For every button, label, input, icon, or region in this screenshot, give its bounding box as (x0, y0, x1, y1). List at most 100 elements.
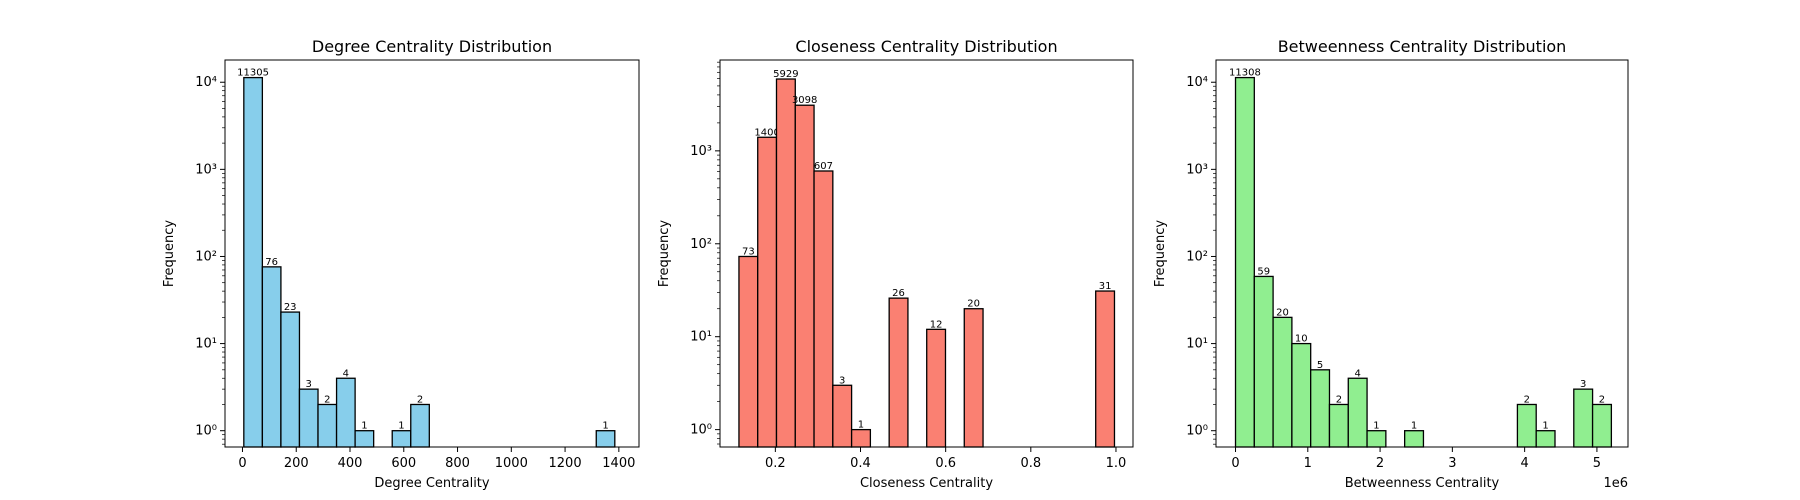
y-tick-label: 10⁴ (195, 75, 217, 90)
bar-value-label: 5929 (773, 69, 798, 80)
bar (832, 384, 853, 448)
bar (1404, 430, 1425, 448)
bar-value-label: 20 (967, 299, 980, 310)
bar-value-label: 1 (858, 420, 864, 431)
bar-value-label: 3 (839, 375, 845, 386)
bar-value-label: 1 (398, 421, 404, 432)
bar-value-label: 73 (742, 246, 755, 257)
bar (595, 430, 616, 448)
y-tick-label: 10³ (690, 144, 712, 159)
y-tick-label: 10² (690, 237, 712, 252)
plot-frame (224, 59, 640, 448)
bar (1347, 377, 1368, 448)
bar-value-label: 2 (1524, 394, 1530, 405)
bar (1366, 430, 1387, 448)
bar-value-label: 607 (814, 161, 833, 172)
bar-value-label: 26 (892, 288, 905, 299)
bar (335, 377, 356, 448)
bar-value-label: 3 (1580, 379, 1586, 390)
bar-value-label: 3098 (792, 95, 817, 106)
chart-title: Closeness Centrality Distribution (795, 37, 1057, 56)
chart-title: Degree Centrality Distribution (312, 37, 552, 56)
y-tick-label: 10¹ (195, 337, 217, 352)
x-tick-label: 0 (238, 456, 246, 471)
x-axis-label: Betweenness Centrality (1345, 476, 1500, 491)
y-tick-label: 10³ (195, 162, 217, 177)
bar-value-label: 20 (1276, 307, 1289, 318)
bar (354, 430, 375, 448)
bar-value-label: 11305 (237, 68, 269, 79)
y-axis-label: Frequency (162, 220, 177, 287)
x-tick-label: 400 (338, 456, 363, 471)
bar (1291, 342, 1312, 448)
bar (850, 428, 872, 448)
y-tick-label: 10⁰ (690, 423, 712, 438)
bar-value-label: 1 (1411, 421, 1417, 432)
x-tick-label: 0.6 (935, 456, 956, 471)
bar-value-label: 31 (1099, 281, 1112, 292)
bar-value-label: 11308 (1229, 68, 1261, 79)
x-tick-label: 0.4 (850, 456, 871, 471)
bar-value-label: 1 (361, 421, 367, 432)
y-tick-label: 10⁰ (195, 424, 217, 439)
bar-value-label: 2 (1336, 394, 1342, 405)
x-tick-label: 0 (1231, 456, 1239, 471)
bar (888, 297, 909, 448)
bar (775, 78, 796, 448)
chart-title: Betweenness Centrality Distribution (1278, 37, 1567, 56)
bar-value-label: 12 (930, 319, 943, 330)
x-tick-label: 2 (1376, 456, 1384, 471)
bar-value-label: 59 (1257, 266, 1270, 277)
bar (794, 104, 815, 448)
bar (391, 430, 412, 448)
plot-frame (719, 59, 1134, 448)
bar (1272, 316, 1293, 448)
y-axis-label: Frequency (657, 220, 672, 287)
bar (738, 255, 759, 448)
bar-value-label: 1 (602, 421, 608, 432)
y-axis-label: Frequency (1153, 220, 1168, 287)
bar (280, 311, 301, 448)
bar-value-label: 10 (1295, 334, 1308, 345)
bar-value-label: 1 (1373, 421, 1379, 432)
bar (926, 328, 947, 448)
plot-frame (1215, 59, 1629, 448)
x-axis-label: Closeness Centrality (860, 476, 993, 491)
x-tick-label: 800 (445, 456, 470, 471)
bar (317, 403, 338, 448)
x-tick-label: 1400 (602, 456, 635, 471)
x-tick-label: 1 (1304, 456, 1312, 471)
bar (1328, 403, 1349, 448)
bar-value-label: 4 (1354, 368, 1360, 379)
bar (963, 308, 984, 448)
bar-value-label: 1 (1542, 421, 1548, 432)
bar-value-label: 1400 (754, 127, 779, 138)
bar (1234, 76, 1255, 448)
bar-value-label: 2 (417, 394, 423, 405)
x-tick-label: 0.8 (1020, 456, 1041, 471)
bar (298, 388, 319, 448)
bar (1253, 275, 1274, 448)
bar-value-label: 76 (265, 257, 278, 268)
x-offset-label: 1e6 (1603, 476, 1628, 491)
x-tick-label: 5 (1593, 456, 1601, 471)
bar (757, 136, 778, 448)
bar (813, 170, 834, 448)
chart-panel-1: 11305 76 23 3 2 4 1 1 2 1 0 200 400 600 800 1000 1200 140… (162, 37, 640, 491)
y-tick-label: 10² (1186, 249, 1208, 264)
x-tick-label: 1000 (495, 456, 528, 471)
bar-value-label: 3 (306, 379, 312, 390)
y-tick-label: 10⁰ (1186, 424, 1208, 439)
bar (1310, 369, 1331, 448)
x-tick-label: 1.0 (1106, 456, 1127, 471)
bar (1516, 403, 1537, 448)
bar-value-label: 5 (1317, 360, 1323, 371)
bar (1535, 430, 1556, 448)
x-tick-label: 1200 (549, 456, 582, 471)
bar-value-label: 4 (343, 368, 349, 379)
bar (1591, 403, 1613, 448)
y-tick-label: 10³ (1186, 162, 1208, 177)
